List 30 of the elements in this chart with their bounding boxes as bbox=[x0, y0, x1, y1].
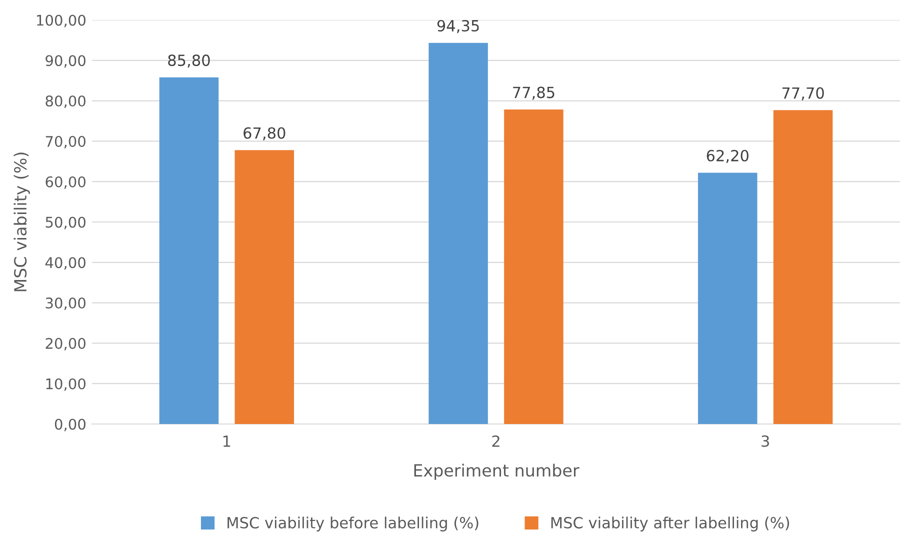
y-tick-label: 70,00 bbox=[46, 136, 86, 148]
y-tick-label: 90,00 bbox=[46, 55, 86, 68]
y-tick-label: 30,00 bbox=[46, 298, 86, 310]
y-tick-label: 20,00 bbox=[46, 338, 86, 350]
bar bbox=[698, 172, 758, 424]
data-label: 67,80 bbox=[244, 127, 286, 140]
y-tick-label: 60,00 bbox=[46, 176, 86, 189]
y-tick-label: 40,00 bbox=[45, 257, 86, 270]
y-tick-label: 0,00 bbox=[54, 418, 86, 432]
y-tick-label: 10,00 bbox=[46, 378, 86, 391]
data-label: 85,80 bbox=[168, 54, 210, 68]
x-tick-label: 1 bbox=[223, 436, 230, 447]
y-tick-label: 100,00 bbox=[37, 14, 86, 28]
data-label: 62,20 bbox=[706, 150, 748, 163]
x-tick-label: 2 bbox=[492, 435, 500, 447]
bar bbox=[504, 109, 564, 424]
legend-label: MSC viability after labelling (%) bbox=[551, 516, 790, 532]
bar bbox=[428, 42, 488, 424]
bar bbox=[773, 110, 833, 424]
x-axis-title: Experiment number bbox=[414, 464, 580, 480]
data-label: 77,70 bbox=[782, 87, 824, 100]
bar bbox=[234, 150, 294, 424]
bar bbox=[159, 77, 219, 424]
data-label: 94,35 bbox=[437, 20, 479, 34]
y-axis-title: MSC viability (%) bbox=[14, 152, 30, 292]
x-tick-label: 3 bbox=[762, 435, 769, 447]
y-tick-label: 50,00 bbox=[46, 216, 86, 230]
legend-label: MSC viability before labelling (%) bbox=[228, 516, 478, 532]
data-label: 77,85 bbox=[513, 86, 554, 100]
y-tick-label: 80,00 bbox=[46, 96, 86, 108]
